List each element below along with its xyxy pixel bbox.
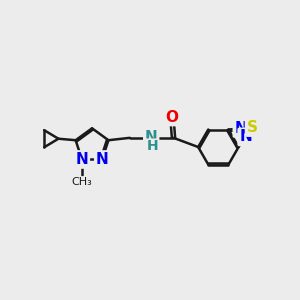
Text: H: H bbox=[147, 139, 158, 153]
Text: N: N bbox=[76, 152, 88, 167]
Text: N: N bbox=[239, 129, 252, 144]
Text: N: N bbox=[234, 121, 247, 136]
Text: O: O bbox=[166, 110, 178, 124]
Text: S: S bbox=[247, 120, 258, 135]
Text: N: N bbox=[96, 152, 109, 167]
Text: CH₃: CH₃ bbox=[71, 177, 92, 187]
Text: N: N bbox=[145, 130, 158, 145]
